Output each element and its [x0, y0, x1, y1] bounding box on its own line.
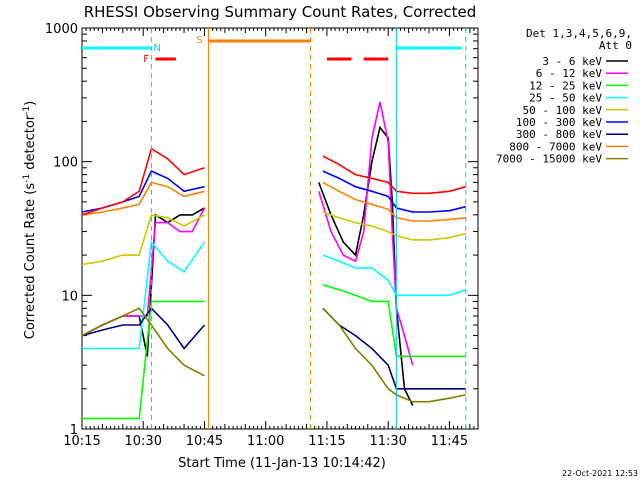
series-group: [81, 101, 467, 420]
series-line-7: [81, 181, 466, 222]
flare-marker-label: F: [143, 54, 149, 65]
x-tick-label: 10:15: [63, 434, 100, 449]
series-line-8: [81, 307, 466, 403]
chart-title: RHESSI Observing Summary Count Rates, Co…: [84, 3, 477, 21]
legend-entry-label: 7000 - 15000 keV: [496, 153, 602, 166]
legend-entry-label: 3 - 6 keV: [542, 55, 602, 68]
y-tick-label: 1: [70, 423, 78, 438]
series-line-9: [81, 147, 467, 216]
y-tick-label: 1000: [45, 22, 78, 37]
y-axis-label: Corrected Count Rate (s-1 detector-1): [22, 101, 38, 339]
x-tick-label: 10:45: [186, 434, 223, 449]
legend-entry-label: 50 - 100 keV: [523, 104, 603, 117]
axes-group: [81, 27, 479, 430]
x-axis-label: Start Time (11-Jan-13 10:14:42): [178, 456, 386, 471]
overlay-group: FN S: [82, 28, 467, 429]
x-tick-label: 10:30: [125, 434, 162, 449]
x-tick-label: 11:45: [431, 434, 468, 449]
ticks-group: 10:15 10:30 10:45 11:00 11:15 11:30 11:45 1 10 10…: [45, 22, 479, 449]
night-marker-label: N: [153, 43, 160, 54]
series-line-2: [82, 283, 466, 420]
legend-entry-label: 6 - 12 keV: [536, 67, 603, 80]
legend-header-1: Det 1,3,4,5,6,9,: [526, 27, 632, 40]
date-stamp: 22-Oct-2021 12:53: [562, 469, 638, 478]
x-tick-label: 11:00: [247, 434, 284, 449]
legend-entry-label: 100 - 300 keV: [516, 116, 602, 129]
legend-header-2: Att 0: [599, 39, 632, 52]
series-line-3: [82, 240, 467, 350]
y-tick-label: 100: [53, 156, 78, 171]
legend-entry-label: 300 - 800 keV: [516, 128, 602, 141]
x-tick-label: 11:15: [308, 434, 345, 449]
saa-marker-label: S: [196, 35, 202, 46]
series-line-4: [81, 211, 466, 266]
series-line-0: [81, 125, 414, 406]
legend-entry-label: 25 - 50 keV: [529, 92, 602, 105]
x-tick-label: 11:30: [369, 434, 406, 449]
plot-frame: [81, 27, 479, 430]
legend-entry-label: 12 - 25 keV: [529, 79, 602, 92]
y-tick-label: 10: [61, 289, 78, 304]
legend-entry-label: 800 - 7000 keV: [509, 140, 602, 153]
